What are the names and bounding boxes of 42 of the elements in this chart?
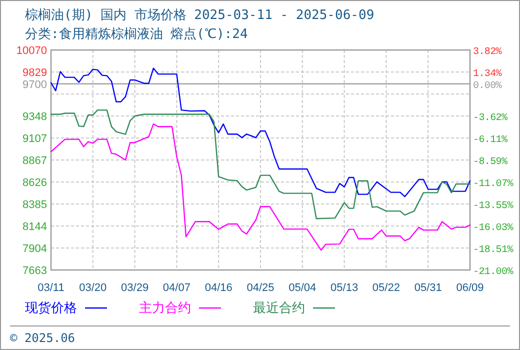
y2-tick-label: -8.59% xyxy=(473,157,508,168)
line-series xyxy=(50,123,471,251)
y-tick-label: 7663 xyxy=(22,265,47,277)
x-tick-label: 05/13 xyxy=(330,282,358,294)
chart-title: 棕榈油(期) 国内 市场价格 2025-03-11 - 2025-06-09 xyxy=(25,8,374,23)
x-tick-label: 05/31 xyxy=(414,282,442,294)
line-series xyxy=(50,68,471,198)
x-tick-label: 03/20 xyxy=(79,282,107,294)
y2-tick-label: -18.51% xyxy=(473,244,514,256)
y2-tick-label: -3.62% xyxy=(473,112,508,124)
x-tick-label: 03/11 xyxy=(38,282,64,294)
x-tick-label: 05/04 xyxy=(288,282,316,294)
text: © 2025.06 xyxy=(10,331,76,345)
y2-tick-label: -16.03% xyxy=(473,222,514,234)
chart-subtitle: 分类:食用精炼棕榈液油 熔点(℃):24 xyxy=(25,27,248,42)
y2-tick-label: -6.11% xyxy=(473,135,508,146)
y2-tick-label: 0.00% xyxy=(473,80,502,92)
y2-tick-label: 1.34% xyxy=(473,68,502,80)
y-tick-label: 9107 xyxy=(22,133,47,146)
y-tick-label: 8867 xyxy=(22,154,47,167)
y-tick-label: 9829 xyxy=(22,67,47,80)
y-tick-label: 8144 xyxy=(22,221,47,234)
legend-label: 最近合约 xyxy=(253,301,305,316)
x-tick-label: 03/29 xyxy=(121,282,149,294)
x-tick-label: 05/22 xyxy=(372,282,400,294)
y-tick-label: 9348 xyxy=(22,110,47,123)
y-tick-label: 7904 xyxy=(22,242,47,255)
x-tick-label: 04/25 xyxy=(246,282,274,294)
x-tick-label: 06/09 xyxy=(456,282,484,294)
legend-label: 主力合约 xyxy=(139,300,191,316)
y-tick-label: 9700 xyxy=(22,78,47,91)
y-tick-label: 8626 xyxy=(22,176,47,189)
x-tick-label: 04/07 xyxy=(162,282,190,294)
legend-label: 现货价格 xyxy=(25,301,77,316)
x-tick-label: 04/16 xyxy=(204,282,232,294)
y-tick-label: 10070 xyxy=(16,45,47,57)
y2-tick-label: 3.82% xyxy=(473,47,502,58)
line-series xyxy=(50,109,471,220)
y-tick-label: 8385 xyxy=(22,199,47,212)
y2-tick-label: -21.00% xyxy=(473,267,514,278)
y2-tick-label: -11.07% xyxy=(473,178,514,190)
y2-tick-label: -13.55% xyxy=(473,200,514,212)
